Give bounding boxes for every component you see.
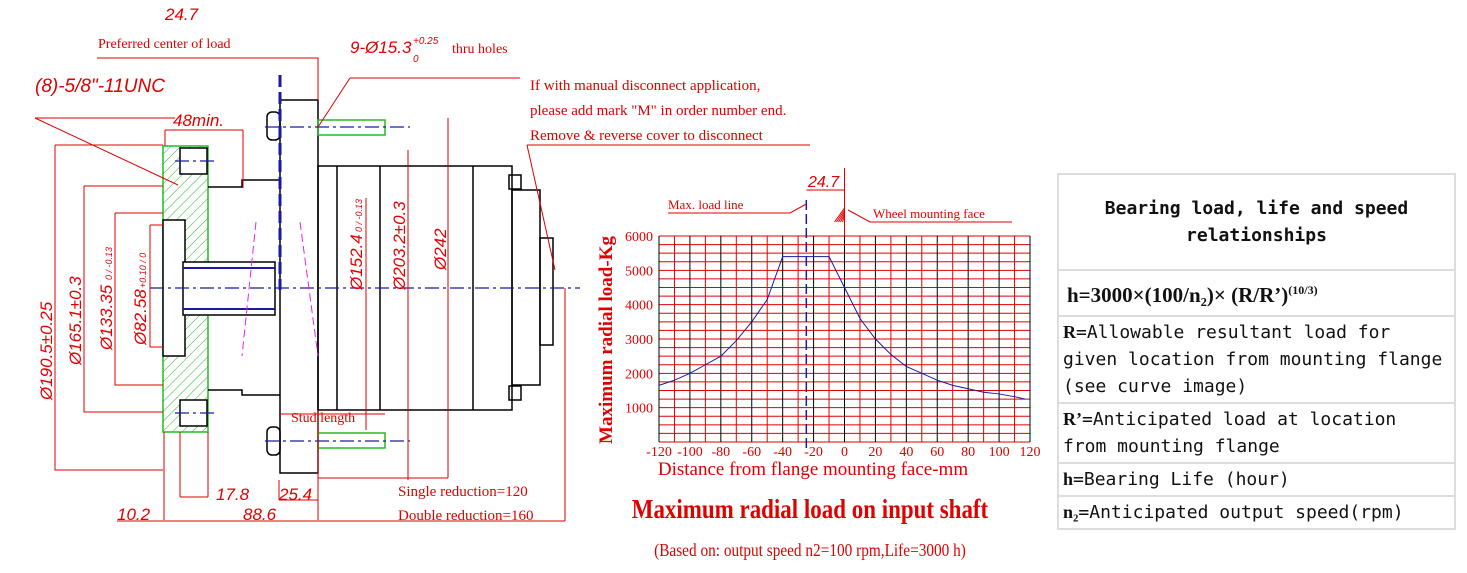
thru-holes-label: 9-Ø15.3 — [350, 38, 412, 57]
table-row: h=Bearing Life (hour) — [1057, 462, 1456, 497]
formula-text: h=3000×(100/n₂)× (R/R’) — [1067, 283, 1289, 307]
row-symbol: R — [1063, 322, 1076, 342]
note-line-2: please add mark "M" in order number end. — [530, 103, 786, 119]
y-tick-label: 3000 — [625, 333, 653, 348]
dimension-labels: 24.7 Preferred center of load 9-Ø15.3 +0… — [35, 5, 534, 524]
note-line-1: If with manual disconnect application, — [530, 78, 760, 94]
row-text: =Anticipated output speed(rpm) — [1078, 502, 1404, 523]
double-reduction-label: Double reduction=160 — [398, 508, 534, 524]
single-reduction-label: Single reduction=120 — [398, 484, 528, 500]
dim-152-tolerance: 0 / -0.13 — [354, 199, 364, 232]
dim-133: Ø133.35 — [97, 284, 116, 351]
table-row: R=Allowable resultant load for given loc… — [1057, 315, 1456, 404]
dim-203: Ø203.2±0.3 — [390, 201, 409, 291]
thru-holes-suffix: thru holes — [452, 42, 508, 57]
hatch-mark — [842, 215, 845, 223]
dim-242: Ø242 — [431, 228, 450, 271]
row-symbol: R’ — [1063, 409, 1082, 429]
dim-10-2: 10.2 — [117, 505, 151, 524]
x-tick-label: -120 — [646, 445, 672, 460]
chart-ylabel: Maximum radial load-Kg — [596, 236, 617, 444]
max-load-line-label: Max. load line — [668, 197, 744, 212]
x-tick-label: 60 — [930, 445, 944, 460]
construction-lines — [241, 221, 319, 357]
dimension-lines — [34, 57, 810, 522]
dim-24-7: 24.7 — [164, 5, 199, 24]
y-tick-label: 1000 — [625, 402, 653, 417]
y-tick-label: 5000 — [625, 264, 653, 279]
dim-25-4: 25.4 — [278, 485, 312, 504]
chart-xlabel: Distance from flange mounting face-mm — [658, 459, 968, 480]
hatch-mark — [834, 207, 845, 223]
dim-82-tolerance: +0.10 / 0 — [138, 253, 148, 288]
dim-133-tolerance: 0 / -0.13 — [104, 247, 114, 280]
chart-title: Maximum radial load on input shaft — [631, 494, 989, 524]
hatch-mark — [838, 211, 845, 223]
hatch-mark — [840, 213, 845, 223]
bearing-relationship-table: Bearing load, life and speed relationshi… — [1057, 173, 1456, 530]
x-tick-label: -100 — [677, 445, 703, 460]
y-tick-label: 6000 — [625, 230, 653, 245]
table-row: n₂=Anticipated output speed(rpm) — [1057, 495, 1456, 530]
x-tick-label: 100 — [989, 445, 1010, 460]
chart-marks — [658, 168, 1026, 452]
dim-17-8: 17.8 — [216, 485, 250, 504]
y-tick-label: 2000 — [625, 367, 653, 382]
wheel-face-label: Wheel mounting face — [873, 206, 985, 221]
x-tick-label: -40 — [773, 445, 792, 460]
x-tick-label: 80 — [961, 445, 975, 460]
wheel-face-leader — [847, 209, 1012, 223]
row-symbol: h — [1063, 469, 1074, 489]
min-engagement-label: 48min. — [173, 111, 224, 130]
dim-152: Ø152.4 — [347, 234, 366, 291]
row-text: =Allowable resultant load for given loca… — [1063, 322, 1443, 397]
table-row: R’=Anticipated load at location from mou… — [1057, 402, 1456, 464]
x-tick-label: 20 — [868, 445, 882, 460]
x-tick-label: -80 — [711, 445, 730, 460]
x-tick-label: -20 — [804, 445, 823, 460]
tol-upper: +0.25 — [413, 36, 439, 47]
y-tick-label: 4000 — [625, 299, 653, 314]
stud-length-label: Stud length — [291, 411, 355, 426]
dim-190: Ø190.5±0.25 — [37, 301, 56, 401]
row-text: =Anticipated load at location from mount… — [1063, 409, 1397, 457]
chart-offset-label: 24.7 — [807, 174, 840, 191]
load-curve — [658, 256, 1026, 400]
dim-82: Ø82.58 — [131, 289, 150, 346]
x-tick-label: 120 — [1020, 445, 1041, 460]
formula: h=3000×(100/n₂)× (R/R’)(10/3) — [1057, 269, 1456, 317]
hatch-mark — [836, 209, 845, 223]
preferred-center-label: Preferred center of load — [98, 37, 231, 52]
tol-lower: 0 — [413, 54, 419, 65]
disconnect-note: If with manual disconnect application, p… — [530, 78, 786, 144]
centerlines — [150, 75, 580, 442]
chart-grid — [658, 235, 1031, 443]
row-text: =Bearing Life (hour) — [1073, 469, 1290, 490]
dim-88-6: 88.6 — [243, 505, 277, 524]
formula-exponent: (10/3) — [1288, 283, 1318, 297]
table-title: Bearing load, life and speed relationshi… — [1057, 173, 1456, 271]
row-symbol: n₂ — [1063, 502, 1079, 522]
dim-165: Ø165.1±0.3 — [66, 276, 85, 366]
radial-load-chart: -120 -100 -80 -60 -40 -20 0 20 40 60 80 100 120 1000 2… — [596, 168, 1041, 480]
x-tick-label: 40 — [899, 445, 913, 460]
chart-subtitle: (Based on: output speed n2=100 rpm,Life=… — [654, 540, 966, 560]
x-tick-label: 0 — [841, 445, 848, 460]
tapped-holes-label: (8)-5/8"-11UNC — [35, 76, 165, 97]
max-load-leader — [668, 203, 807, 214]
x-tick-label: -60 — [742, 445, 761, 460]
note-line-3: Remove & reverse cover to disconnect — [530, 128, 764, 144]
chart-ticks: -120 -100 -80 -60 -40 -20 0 20 40 60 80 100 120 1000 2… — [625, 230, 1041, 460]
